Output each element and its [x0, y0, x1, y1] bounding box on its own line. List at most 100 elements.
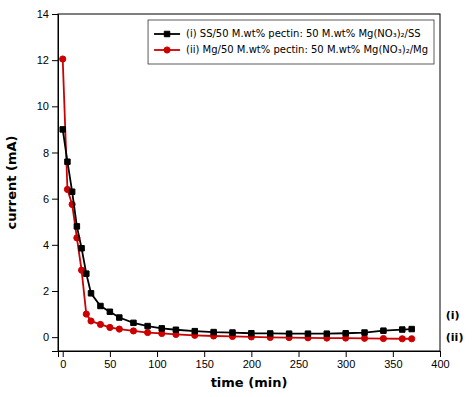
tick-label: 2	[43, 285, 49, 297]
point	[409, 326, 414, 331]
plot-frame	[58, 14, 440, 351]
tick-mark	[52, 245, 58, 246]
legend-box	[148, 20, 434, 64]
axis-line	[52, 15, 59, 352]
point	[60, 56, 66, 62]
tick: 2	[43, 285, 58, 297]
point	[60, 127, 65, 132]
tick-mark	[110, 351, 111, 357]
point	[97, 321, 103, 327]
tick-label: 8	[43, 147, 49, 159]
point	[98, 303, 103, 308]
point	[65, 159, 70, 164]
point	[159, 326, 164, 331]
tick-label: 100	[148, 358, 166, 370]
legend-label: (ii) Mg/50 M.wt% pectin: 50 M.wt% Mg(NO₃…	[186, 44, 428, 55]
point	[130, 328, 136, 334]
tick-mark	[251, 351, 252, 357]
plot: 0 50 100 150 200 250 300 350 400 0 2 4 6 8 10 12 14 (i) (i…	[37, 8, 464, 370]
tick: 200	[243, 351, 261, 370]
point	[267, 331, 272, 336]
tick: 150	[196, 351, 214, 370]
tick-label: 14	[37, 8, 49, 20]
tick-label: 4	[43, 239, 49, 251]
tick: 12	[37, 54, 58, 66]
tick-label: 50	[104, 358, 116, 370]
line	[63, 59, 412, 339]
point	[107, 324, 113, 330]
tick: 6	[43, 193, 58, 205]
x-axis: 0 50 100 150 200 250 300 350 400	[59, 351, 450, 370]
tick: 14	[37, 8, 58, 20]
tick-mark	[63, 351, 64, 357]
point	[381, 328, 386, 333]
annotation: (ii)	[446, 331, 464, 344]
point	[230, 330, 235, 335]
point	[362, 330, 367, 335]
tick-mark	[346, 351, 347, 357]
tick: 50	[104, 351, 116, 370]
legend-item: (i) SS/50 M.wt% pectin: 50 M.wt% Mg(NO₃)…	[154, 28, 421, 39]
point	[117, 315, 122, 320]
point	[399, 336, 405, 342]
point	[107, 309, 112, 314]
tick-mark	[52, 106, 58, 107]
point	[324, 331, 329, 336]
point	[79, 246, 84, 251]
tick-mark	[52, 14, 58, 15]
tick: 4	[43, 239, 58, 251]
tick-mark	[52, 291, 58, 292]
point	[361, 335, 367, 341]
tick-label: 10	[37, 100, 49, 112]
point	[131, 320, 136, 325]
legend: (i) SS/50 M.wt% pectin: 50 M.wt% Mg(NO₃)…	[148, 20, 434, 64]
tick: 300	[337, 351, 355, 370]
tick-label: 6	[43, 193, 49, 205]
tick-mark	[52, 152, 58, 153]
axis-line	[59, 352, 441, 358]
annotation: (i)	[446, 309, 460, 322]
point	[74, 224, 79, 229]
point	[343, 330, 348, 335]
legend-label: (i) SS/50 M.wt% pectin: 50 M.wt% Mg(NO₃)…	[186, 28, 421, 39]
tick-mark	[393, 351, 394, 357]
tick: 0	[60, 351, 66, 370]
legend-marker	[164, 47, 170, 53]
tick-mark	[157, 351, 158, 357]
chart: 0 50 100 150 200 250 300 350 400 0 2 4 6 8 10 12 14 (i) (i…	[0, 0, 474, 397]
point	[83, 311, 89, 317]
tick: 400	[431, 351, 449, 370]
tick-mark	[52, 60, 58, 61]
tick: 100	[148, 351, 166, 370]
tick-mark	[204, 351, 205, 357]
tick-label: 150	[196, 358, 214, 370]
x-axis-title: time (min)	[211, 375, 288, 390]
point	[145, 323, 150, 328]
point	[211, 329, 216, 334]
point	[88, 291, 93, 296]
tick-label: 0	[60, 358, 66, 370]
series	[60, 56, 415, 342]
tick: 10	[37, 100, 58, 112]
tick-label: 250	[290, 358, 308, 370]
tick-label: 300	[337, 358, 355, 370]
tick: 250	[290, 351, 308, 370]
tick-mark	[52, 199, 58, 200]
y-axis: 0 2 4 6 8 10 12 14	[37, 8, 59, 351]
tick-mark	[440, 351, 441, 357]
tick-mark	[52, 337, 58, 338]
point	[305, 331, 310, 336]
legend-marker	[164, 31, 169, 36]
tick: 8	[43, 147, 58, 159]
tick-label: 400	[431, 358, 449, 370]
point	[173, 327, 178, 332]
point	[400, 327, 405, 332]
point	[84, 271, 89, 276]
point	[116, 326, 122, 332]
series	[60, 127, 414, 337]
legend-item: (ii) Mg/50 M.wt% pectin: 50 M.wt% Mg(NO₃…	[154, 44, 428, 55]
tick: 0	[43, 331, 58, 343]
y-axis-title: current (mA)	[4, 135, 19, 229]
tick-label: 350	[384, 358, 402, 370]
point	[192, 328, 197, 333]
